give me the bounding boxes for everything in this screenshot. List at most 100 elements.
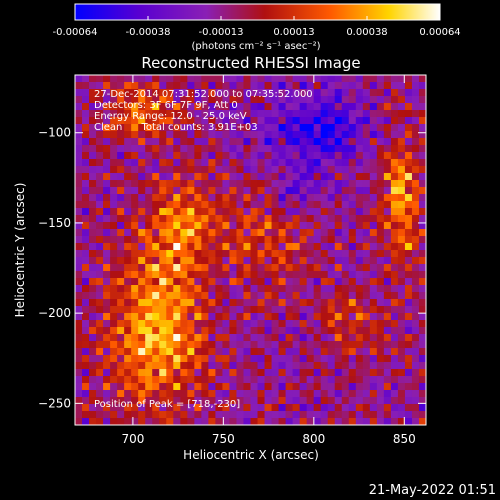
x-tick-label: 800: [302, 432, 325, 446]
heatmap-cell: [82, 313, 90, 321]
heatmap-cell: [236, 271, 245, 279]
heatmap-cell: [418, 229, 426, 237]
heatmap-cell: [131, 215, 139, 223]
heatmap-cell: [306, 292, 315, 300]
heatmap-cell: [306, 397, 315, 405]
heatmap-cell: [341, 411, 350, 419]
heatmap-cell: [208, 348, 216, 356]
heatmap-cell: [292, 236, 301, 244]
heatmap-cell: [194, 173, 202, 181]
heatmap-cell: [320, 278, 329, 286]
heatmap-cell: [299, 145, 308, 153]
heatmap-cell: [348, 117, 357, 125]
heatmap-cell: [348, 264, 357, 272]
heatmap-cell: [376, 208, 385, 216]
heatmap-cell: [75, 103, 83, 111]
heatmap-cell: [131, 327, 139, 335]
heatmap-cell: [397, 362, 406, 370]
heatmap-cell: [383, 201, 392, 209]
heatmap-cell: [362, 145, 371, 153]
heatmap-cell: [306, 215, 315, 223]
heatmap-cell: [201, 313, 209, 321]
heatmap-cell: [376, 397, 385, 405]
heatmap-cell: [418, 243, 426, 251]
footer-timestamp: 21-May-2022 01:51: [369, 483, 496, 498]
x-tick-label: 750: [212, 432, 235, 446]
heatmap-cell: [194, 145, 202, 153]
heatmap-cell: [250, 222, 259, 230]
heatmap-cell: [327, 222, 336, 230]
heatmap-cell: [418, 285, 426, 293]
heatmap-cell: [306, 264, 315, 272]
heatmap-cell: [215, 138, 224, 146]
heatmap-cell: [173, 390, 181, 398]
heatmap-cell: [173, 362, 181, 370]
heatmap-cell: [418, 369, 426, 377]
heatmap-cell: [355, 320, 364, 328]
heatmap-cell: [278, 383, 287, 391]
heatmap-cell: [306, 320, 315, 328]
heatmap-cell: [229, 411, 238, 419]
heatmap-cell: [229, 243, 238, 251]
heatmap-cell: [404, 215, 413, 223]
heatmap-cell: [117, 89, 125, 97]
heatmap-cell: [327, 362, 336, 370]
heatmap-cell: [82, 327, 90, 335]
heatmap-cell: [313, 201, 322, 209]
heatmap-cell: [404, 369, 413, 377]
heatmap-cell: [243, 201, 252, 209]
heatmap-cell: [320, 236, 329, 244]
heatmap-cell: [271, 110, 280, 118]
heatmap-cell: [159, 327, 167, 335]
heatmap-cell: [222, 278, 231, 286]
heatmap-cell: [355, 75, 364, 83]
heatmap-cell: [117, 117, 125, 125]
heatmap-cell: [264, 383, 273, 391]
heatmap-cell: [208, 215, 216, 223]
heatmap-cell: [383, 320, 392, 328]
heatmap-cell: [96, 362, 104, 370]
heatmap-cell: [215, 299, 224, 307]
heatmap-cell: [201, 264, 209, 272]
heatmap-cell: [194, 320, 202, 328]
heatmap-cell: [187, 383, 195, 391]
heatmap-cell: [96, 194, 104, 202]
heatmap-cell: [327, 250, 336, 258]
heatmap-cell: [117, 243, 125, 251]
heatmap-cell: [194, 208, 202, 216]
heatmap-cell: [411, 243, 420, 251]
heatmap-cell: [82, 271, 90, 279]
heatmap-cell: [222, 397, 231, 405]
heatmap-cell: [229, 390, 238, 398]
heatmap-cell: [306, 89, 315, 97]
heatmap-cell: [138, 320, 146, 328]
heatmap-cell: [236, 152, 245, 160]
heatmap-cell: [166, 271, 174, 279]
heatmap-cell: [215, 250, 224, 258]
heatmap-cell: [194, 82, 202, 90]
heatmap-cell: [369, 103, 378, 111]
heatmap-cell: [355, 355, 364, 363]
heatmap-cell: [138, 397, 146, 405]
heatmap-cell: [264, 201, 273, 209]
heatmap-cell: [131, 243, 139, 251]
heatmap-cell: [243, 173, 252, 181]
heatmap-cell: [404, 173, 413, 181]
heatmap-cell: [285, 229, 294, 237]
heatmap-cell: [236, 390, 245, 398]
heatmap-cell: [292, 75, 301, 83]
heatmap-cell: [208, 89, 216, 97]
heatmap-cell: [187, 138, 195, 146]
heatmap-cell: [89, 222, 97, 230]
heatmap-cell: [131, 355, 139, 363]
heatmap-cell: [138, 404, 146, 412]
heatmap-cell: [341, 376, 350, 384]
heatmap-cell: [292, 145, 301, 153]
heatmap-cell: [397, 369, 406, 377]
heatmap-cell: [285, 404, 294, 412]
heatmap-cell: [306, 362, 315, 370]
heatmap-cell: [82, 236, 90, 244]
heatmap-cell: [313, 131, 322, 139]
heatmap-cell: [159, 201, 167, 209]
heatmap-cell: [103, 110, 111, 118]
